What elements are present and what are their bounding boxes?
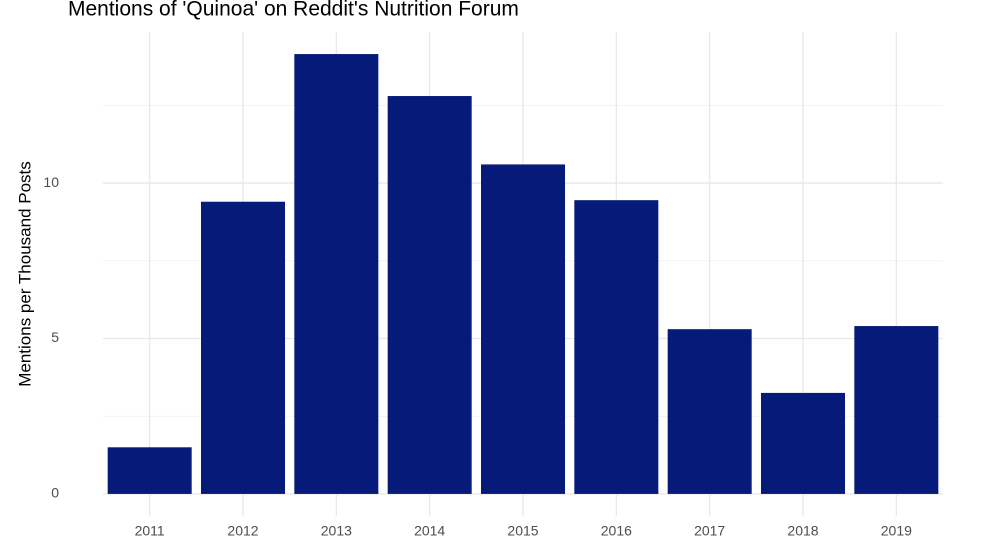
bar xyxy=(201,201,285,494)
bar xyxy=(854,326,939,494)
bar xyxy=(761,392,845,494)
bar xyxy=(574,200,659,494)
bar xyxy=(667,329,752,494)
x-tick-label: 2012 xyxy=(227,523,258,539)
x-tick-label: 2019 xyxy=(881,523,912,539)
x-tick-label: 2015 xyxy=(507,523,538,539)
x-tick-label: 2013 xyxy=(321,523,352,539)
bar xyxy=(294,54,379,494)
y-tick-label: 10 xyxy=(43,174,59,190)
bar xyxy=(481,164,565,494)
y-tick-label: 5 xyxy=(51,329,59,345)
x-tick-label: 2018 xyxy=(787,523,818,539)
x-tick-label: 2014 xyxy=(414,523,445,539)
x-tick-label: 2017 xyxy=(694,523,725,539)
x-tick-label: 2011 xyxy=(135,523,165,539)
y-axis-label: Mentions per Thousand Posts xyxy=(15,161,34,387)
bar xyxy=(387,96,472,494)
y-tick-label: 0 xyxy=(51,485,59,501)
bar xyxy=(107,447,192,494)
chart-title: Mentions of 'Quinoa' on Reddit's Nutriti… xyxy=(68,0,519,21)
x-tick-label: 2016 xyxy=(601,523,632,539)
